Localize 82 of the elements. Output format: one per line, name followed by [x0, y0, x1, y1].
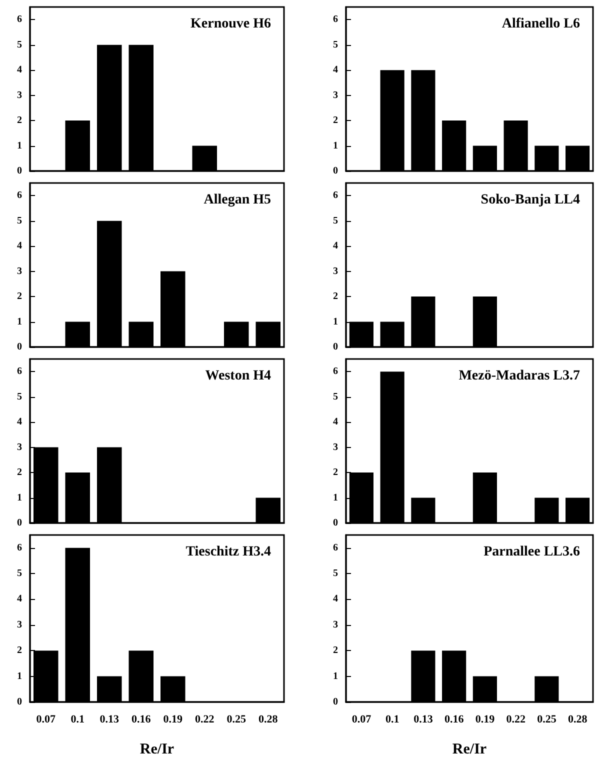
y-tick-label: 4 [333, 594, 338, 605]
x-tick-label: 0.19 [475, 714, 496, 726]
y-tick-label: 3 [17, 619, 22, 630]
text: Tieschitz H3.4 [186, 544, 272, 560]
y-tick-label: 5 [333, 568, 338, 580]
x-tick-label: 0.25 [537, 714, 557, 726]
x-tick-label: 0.13 [414, 714, 434, 726]
y-tick-label: 4 [17, 64, 22, 76]
x-axis-title: Re/Ir [452, 742, 487, 758]
y-tick-label: 0 [333, 342, 338, 352]
y-tick-label: 5 [333, 391, 338, 402]
y-tick-label: 0 [17, 518, 22, 528]
y-tick-label: 5 [333, 39, 338, 50]
x-tick-label: 0.16 [132, 714, 152, 726]
y-tick-label: 3 [333, 90, 338, 101]
text: Weston H4 [205, 368, 272, 384]
y-tick-label: 6 [333, 190, 338, 202]
y-tick-label: 0 [333, 696, 338, 708]
y-tick-label: 3 [333, 442, 338, 453]
y-tick-label: 4 [333, 64, 338, 76]
y-tick-label: 1 [333, 492, 338, 504]
y-tick-label: 1 [17, 316, 22, 328]
y-tick-label: 1 [333, 140, 338, 152]
y-tick-label: 2 [333, 115, 338, 126]
x-tick-label: 0.13 [100, 714, 120, 726]
text: Parnallee LL3.6 [484, 544, 580, 560]
x-tick-label: 0.22 [195, 714, 215, 726]
x-tick-label: 0.07 [36, 714, 56, 726]
x-tick-label: 0.19 [163, 714, 183, 726]
y-tick-label: 3 [333, 266, 338, 277]
x-tick-label: 0.16 [444, 714, 464, 726]
text: Soko-Banja LL4 [480, 192, 580, 208]
text: Mezö-Madaras L3.7 [458, 368, 580, 384]
y-tick-label: 3 [17, 266, 22, 277]
y-tick-label: 1 [17, 140, 22, 152]
y-tick-label: 5 [17, 391, 22, 402]
y-tick-label: 6 [17, 366, 22, 378]
y-tick-label: 3 [17, 442, 22, 453]
x-tick-label: 0.07 [352, 714, 372, 726]
text: Alfianello L6 [502, 16, 580, 32]
y-tick-label: 5 [17, 39, 22, 50]
y-tick-label: 4 [17, 594, 22, 605]
y-tick-label: 2 [17, 291, 22, 302]
y-tick-label: 6 [17, 542, 22, 554]
x-axis-title: Re/Ir [140, 742, 174, 758]
y-tick-label: 4 [17, 416, 22, 428]
y-tick-label: 1 [17, 492, 22, 504]
y-tick-label: 6 [17, 14, 22, 26]
x-tick-label: 0.1 [385, 714, 400, 726]
y-tick-label: 0 [333, 166, 338, 176]
y-tick-label: 1 [333, 316, 338, 328]
y-tick-label: 1 [17, 670, 22, 682]
y-tick-label: 0 [17, 696, 22, 708]
y-tick-label: 2 [17, 645, 22, 656]
y-tick-label: 0 [17, 166, 22, 176]
y-tick-label: 2 [17, 467, 22, 478]
y-tick-label: 0 [333, 518, 338, 528]
y-tick-label: 0 [17, 342, 22, 352]
y-tick-label: 5 [17, 215, 22, 226]
y-tick-label: 4 [333, 416, 338, 428]
y-tick-label: 2 [333, 645, 338, 656]
text: Allegan H5 [204, 192, 271, 208]
y-tick-label: 3 [333, 619, 338, 630]
y-tick-label: 2 [17, 115, 22, 126]
y-tick-label: 5 [17, 568, 22, 580]
y-tick-label: 6 [333, 542, 338, 554]
y-tick-label: 4 [333, 240, 338, 252]
y-tick-label: 6 [333, 366, 338, 378]
y-tick-label: 4 [17, 240, 22, 252]
y-tick-label: 5 [333, 215, 338, 226]
y-tick-label: 3 [17, 90, 22, 101]
y-tick-label: 6 [333, 14, 338, 26]
y-tick-label: 2 [333, 291, 338, 302]
y-tick-label: 6 [17, 190, 22, 202]
x-tick-label: 0.25 [226, 714, 246, 726]
x-tick-label: 0.1 [70, 714, 84, 726]
x-tick-label: 0.28 [258, 714, 278, 726]
text: Kernouve H6 [190, 16, 272, 32]
y-tick-label: 1 [333, 670, 338, 682]
x-tick-label: 0.22 [506, 714, 526, 726]
x-tick-label: 0.28 [568, 714, 588, 726]
y-tick-label: 2 [333, 467, 338, 478]
